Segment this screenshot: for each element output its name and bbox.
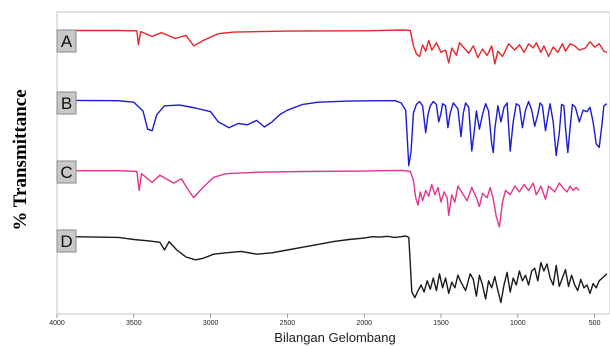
x-tick-label: 500 [589, 320, 601, 327]
x-tick-label: 2000 [356, 320, 372, 327]
series-label-box [56, 160, 77, 184]
plot-area [56, 11, 610, 315]
x-tick-label: 2500 [280, 320, 296, 327]
x-tick-label: 4000 [49, 320, 65, 327]
series-label-text: A [61, 32, 73, 51]
series-label-b: B [56, 91, 77, 115]
series-label-text: D [60, 232, 72, 251]
series-line-a [72, 29, 608, 65]
series-label-text: B [61, 94, 72, 113]
series-layer [72, 29, 608, 304]
x-tick-label: 3500 [126, 320, 142, 327]
series-line-b [72, 99, 608, 167]
x-axis: 4000 3500 3000 2500 2000 1500 1000 500 [49, 314, 601, 327]
series-label-a: A [56, 29, 77, 53]
x-tick-label: 1000 [510, 320, 526, 327]
series-label-d: D [56, 229, 77, 253]
x-tick-label: 1500 [433, 320, 449, 327]
series-line-c [72, 169, 580, 228]
series-label-c: C [56, 160, 77, 184]
series-label-text: C [60, 163, 72, 182]
series-label-box [56, 229, 77, 253]
x-axis-label: Bilangan Gelombang [274, 330, 395, 345]
series-label-box [56, 29, 77, 53]
y-axis-label: % Transmittance [10, 89, 31, 230]
series-line-d [72, 235, 608, 304]
x-tick-label: 3000 [203, 320, 219, 327]
series-labels: A B C D [56, 29, 77, 253]
series-label-box [56, 91, 77, 115]
